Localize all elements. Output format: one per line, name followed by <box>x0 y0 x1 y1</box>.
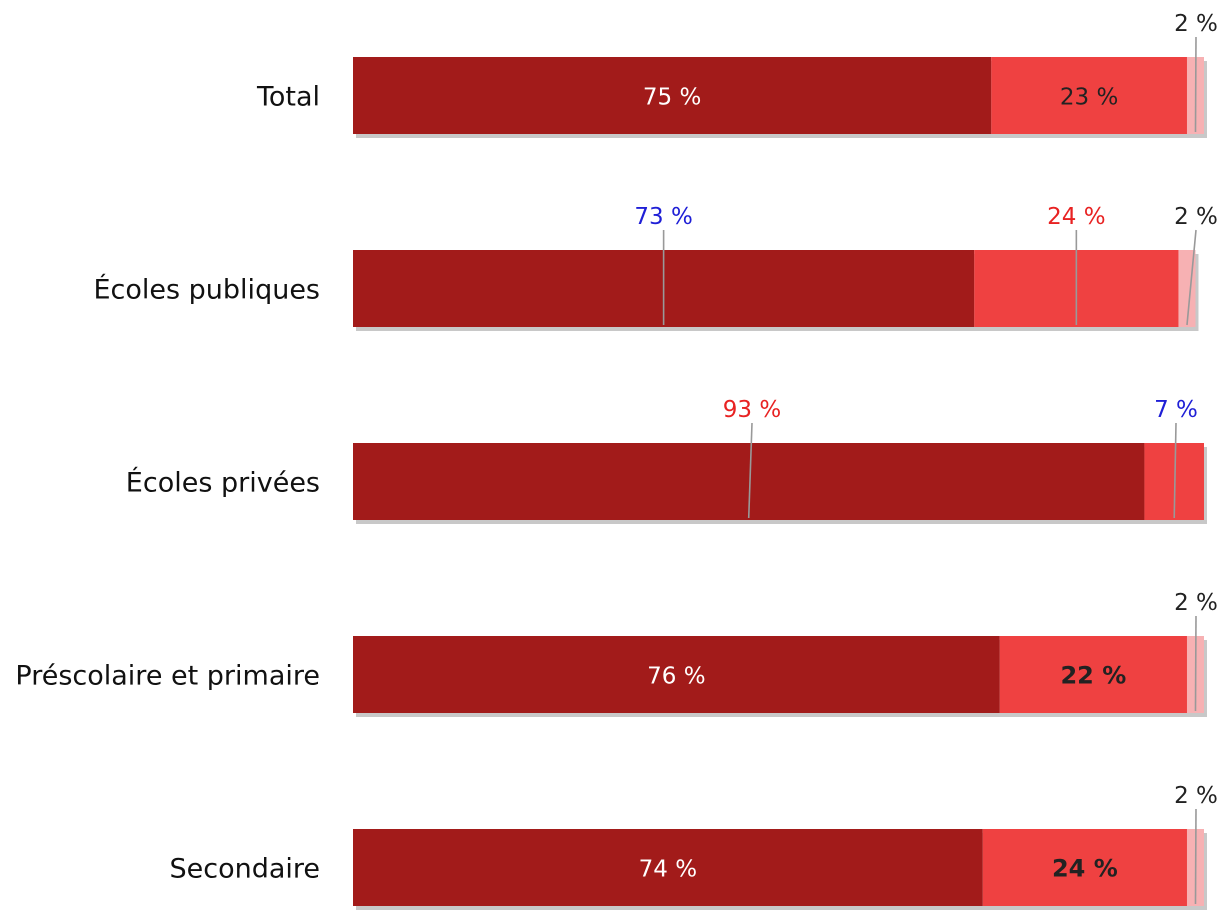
data-label: 23 % <box>1060 85 1118 111</box>
data-label: 24 % <box>1047 204 1105 230</box>
data-label: 2 % <box>1174 204 1218 230</box>
leader-line <box>1195 616 1196 711</box>
leader-line <box>1195 37 1196 132</box>
category-label: Secondaire <box>169 854 320 885</box>
data-label: 74 % <box>639 857 697 883</box>
data-label: 93 % <box>723 397 781 423</box>
data-label: 2 % <box>1174 11 1218 37</box>
data-label: 73 % <box>634 204 692 230</box>
data-label: 76 % <box>647 664 705 690</box>
data-label: 24 % <box>1052 855 1118 883</box>
category-label: Écoles privées <box>126 467 320 499</box>
data-label: 2 % <box>1174 590 1218 616</box>
category-label: Écoles publiques <box>93 274 320 306</box>
data-label: 2 % <box>1174 783 1218 809</box>
leader-line <box>1195 809 1196 904</box>
category-label: Total <box>256 82 320 113</box>
bars <box>353 57 1204 906</box>
data-label: 7 % <box>1154 397 1198 423</box>
data-label: 75 % <box>643 85 701 111</box>
category-label: Préscolaire et primaire <box>15 661 320 692</box>
data-label: 22 % <box>1060 662 1126 690</box>
